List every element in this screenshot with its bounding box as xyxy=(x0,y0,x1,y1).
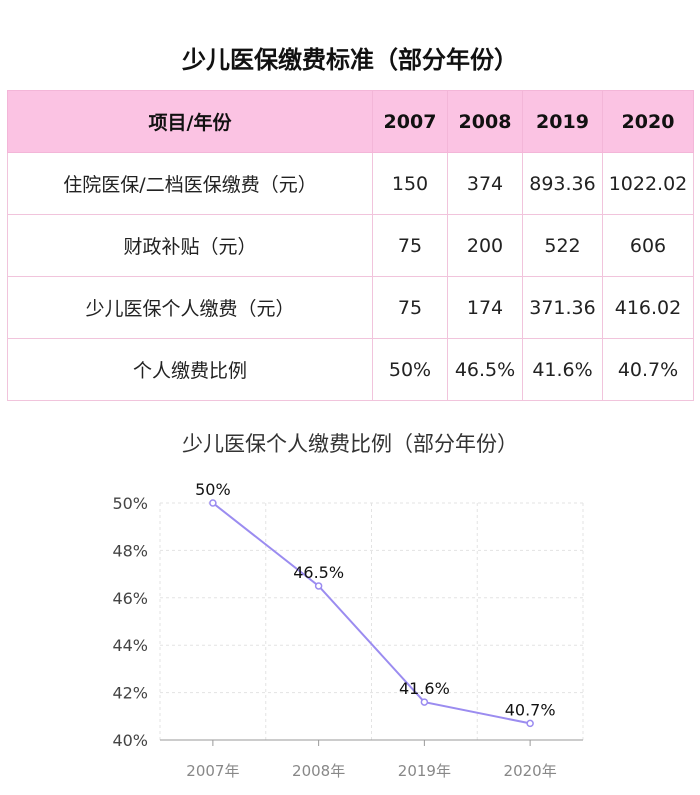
data-point xyxy=(314,582,323,590)
data-label: 50% xyxy=(195,480,231,499)
table-cell: 50% xyxy=(372,338,448,401)
fee-table: 项目/年份 2007 2008 2019 2020 住院医保/二档医保缴费（元）… xyxy=(7,90,694,401)
row-label: 少儿医保个人缴费（元） xyxy=(7,276,373,339)
table-cell: 416.02 xyxy=(602,276,694,339)
table-cell: 41.6% xyxy=(522,338,603,401)
header-cell-2020: 2020 xyxy=(602,90,694,153)
table-row: 财政补贴（元） 75 200 522 606 xyxy=(7,214,694,277)
table-cell: 40.7% xyxy=(602,338,694,401)
table-cell: 893.36 xyxy=(522,152,603,215)
data-label: 46.5% xyxy=(293,563,344,582)
table-cell: 374 xyxy=(447,152,523,215)
series-line xyxy=(212,502,531,725)
table-header-row: 项目/年份 2007 2008 2019 2020 xyxy=(7,90,694,153)
chart-title: 少儿医保个人缴费比例（部分年份） xyxy=(182,432,518,456)
header-cell-item: 项目/年份 xyxy=(7,90,373,153)
table-cell: 522 xyxy=(522,214,603,277)
table-row: 少儿医保个人缴费（元） 75 174 371.36 416.02 xyxy=(7,276,694,339)
data-point xyxy=(420,698,429,706)
table-row: 住院医保/二档医保缴费（元） 150 374 893.36 1022.02 xyxy=(7,152,694,215)
line-layer xyxy=(209,499,534,728)
table-cell: 75 xyxy=(372,214,448,277)
ratio-line-chart: 40% 42% 44% 46% 48% 50% 2007年 2008年 2019年 2020年 5… xyxy=(112,480,584,780)
y-tick-label: 50% xyxy=(112,494,148,513)
data-label: 40.7% xyxy=(505,700,556,719)
x-tick-label: 2007年 xyxy=(186,762,239,780)
header-cell-2019: 2019 xyxy=(522,90,603,153)
table-cell: 606 xyxy=(602,214,694,277)
axis-layer: 40% 42% 44% 46% 48% 50% 2007年 2008年 2019年 2020年 xyxy=(112,494,583,780)
table-row: 个人缴费比例 50% 46.5% 41.6% 40.7% xyxy=(7,338,694,401)
y-tick-label: 48% xyxy=(112,541,148,560)
header-cell-2008: 2008 xyxy=(447,90,523,153)
data-label: 41.6% xyxy=(399,679,450,698)
table-cell: 150 xyxy=(372,152,448,215)
table-cell: 200 xyxy=(447,214,523,277)
table-cell: 371.36 xyxy=(522,276,603,339)
table-cell: 174 xyxy=(447,276,523,339)
x-tick-label: 2020年 xyxy=(504,762,557,780)
header-cell-2007: 2007 xyxy=(372,90,448,153)
x-tick-label: 2008年 xyxy=(292,762,345,780)
row-label: 住院医保/二档医保缴费（元） xyxy=(7,152,373,215)
table-cell: 75 xyxy=(372,276,448,339)
row-label: 个人缴费比例 xyxy=(7,338,373,401)
row-label: 财政补贴（元） xyxy=(7,214,373,277)
page-title: 少儿医保缴费标准（部分年份） xyxy=(182,46,518,74)
table-cell: 46.5% xyxy=(447,338,523,401)
y-tick-label: 44% xyxy=(112,636,148,655)
data-point xyxy=(209,499,217,507)
y-tick-label: 42% xyxy=(112,684,148,703)
table-cell: 1022.02 xyxy=(602,152,694,215)
x-tick-label: 2019年 xyxy=(398,762,451,780)
y-tick-label: 40% xyxy=(112,731,148,750)
data-point xyxy=(526,719,534,728)
y-tick-label: 46% xyxy=(112,589,148,608)
label-layer: 50% 46.5% 41.6% 40.7% xyxy=(195,480,555,719)
